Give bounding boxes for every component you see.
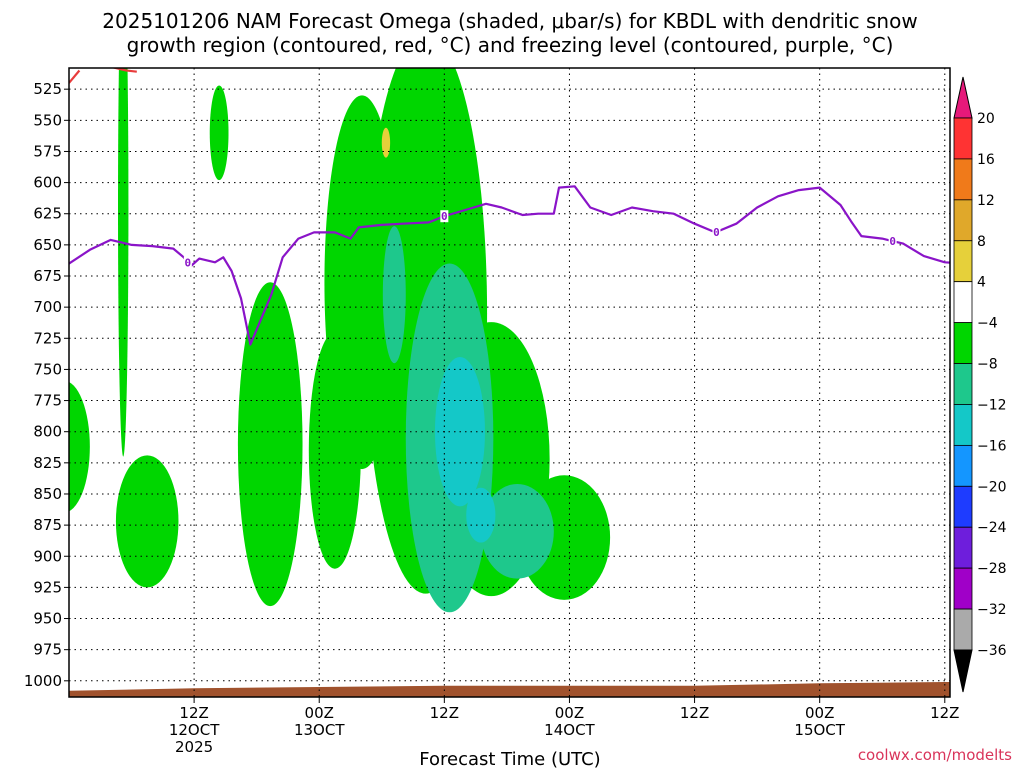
colorbar-swatch-11 — [953, 567, 973, 610]
colorbar-swatch-3 — [953, 240, 973, 283]
x-tick-label-30-1: 13OCT — [294, 721, 345, 739]
colorbar-label-7: −12 — [977, 397, 1007, 413]
freezing-level-label-bg-0 — [183, 256, 192, 269]
freezing-level-label-bg-2 — [712, 225, 721, 238]
colorbar-label-13: −36 — [977, 643, 1007, 659]
freezing-level-label-0: 0 — [185, 256, 192, 269]
y-tick-label-600: 600 — [33, 174, 62, 192]
x-tick-label-18-0: 12Z — [179, 704, 208, 722]
omega-region-2 — [115, 455, 179, 588]
x-tick-label-18-1: 12OCT — [169, 721, 220, 739]
colorbar-label-6: −8 — [977, 357, 998, 373]
y-tick-label-1000: 1000 — [24, 672, 62, 690]
x-tick-label-78-1: 15OCT — [794, 721, 845, 739]
y-tick-label-975: 975 — [33, 641, 62, 659]
y-tick-label-800: 800 — [33, 423, 62, 441]
omega-region-10 — [382, 226, 406, 364]
colorbar-bottom-arrow — [953, 649, 973, 693]
terrain-area — [69, 681, 950, 697]
y-tick-label-950: 950 — [33, 610, 62, 628]
colorbar-swatch-2 — [953, 199, 973, 242]
freezing-level-label-bg-3 — [888, 235, 897, 248]
colorbar: 20 16 12 8 4 −4 −8 −12 −16 −20 −24 −28 −32 −36 — [953, 76, 1007, 693]
y-tick-label-700: 700 — [33, 298, 62, 316]
x-tick-label-54-1: 14OCT — [544, 721, 595, 739]
colorbar-swatch-5 — [953, 322, 973, 364]
x-tick-label-42-0: 12Z — [430, 704, 459, 722]
y-tick-label-650: 650 — [33, 236, 62, 254]
freezing-level-line — [69, 185, 950, 346]
omega-region-1 — [118, 68, 129, 457]
colorbar-top-arrow — [953, 76, 973, 119]
x-tick-label-90-0: 12Z — [930, 704, 959, 722]
colorbar-label-10: −24 — [977, 520, 1007, 536]
snow-growth-line-0 — [69, 69, 81, 84]
y-tick-label-775: 775 — [33, 392, 62, 410]
colorbar-label-11: −28 — [977, 561, 1007, 577]
y-tick-label-900: 900 — [33, 547, 62, 565]
colorbar-swatch-1 — [953, 158, 973, 201]
credit-link[interactable]: coolwx.com/modelts — [858, 746, 1012, 764]
colorbar-label-0: 20 — [977, 111, 995, 127]
colorbar-label-5: −4 — [977, 316, 998, 332]
plot-frame — [68, 67, 951, 698]
colorbar-label-4: 4 — [977, 275, 986, 291]
snow-growth-line-2 — [987, 63, 1024, 112]
y-tick-label-850: 850 — [33, 485, 62, 503]
colorbar-swatch-0 — [953, 117, 973, 160]
colorbar-swatch-4 — [953, 281, 973, 324]
colorbar-label-12: −32 — [977, 602, 1007, 618]
freezing-level-label-bg-1 — [440, 210, 449, 223]
y-tick-label-575: 575 — [33, 142, 62, 160]
omega-region-16 — [381, 127, 391, 158]
omega-region-3 — [209, 85, 229, 181]
terrain-layer — [69, 681, 950, 697]
x-tick-label-66-0: 12Z — [680, 704, 709, 722]
contour-layer: 0 0 0 0 — [69, 63, 1024, 346]
colorbar-swatch-8 — [953, 444, 973, 487]
y-tick-label-825: 825 — [33, 454, 62, 472]
omega-region-4 — [237, 282, 303, 607]
colorbar-swatch-9 — [953, 485, 973, 528]
omega-region-12 — [480, 484, 554, 579]
chart-title-line-2: growth region (contoured, red, °C) and f… — [127, 33, 894, 57]
colorbar-swatch-7 — [953, 404, 973, 446]
omega-region-14 — [466, 487, 496, 543]
grid-layer — [69, 68, 950, 697]
omega-region-0 — [69, 381, 90, 512]
x-axis-label: Forecast Time (UTC) — [419, 749, 600, 768]
colorbar-label-9: −20 — [977, 479, 1007, 495]
y-tick-label-725: 725 — [33, 329, 62, 347]
y-tick-label-625: 625 — [33, 205, 62, 223]
y-tick-label-925: 925 — [33, 578, 62, 596]
y-tick-label-550: 550 — [33, 111, 62, 129]
y-tick-label-675: 675 — [33, 267, 62, 285]
y-tick-label-750: 750 — [33, 360, 62, 378]
freezing-level-label-1: 0 — [441, 210, 448, 223]
freezing-level-label-3: 0 — [889, 235, 896, 248]
y-tick-label-525: 525 — [33, 80, 62, 98]
x-tick-label-18-2: 2025 — [175, 738, 213, 756]
colorbar-swatch-10 — [953, 526, 973, 569]
colorbar-label-3: 8 — [977, 234, 986, 250]
colorbar-swatch-12 — [953, 608, 973, 651]
x-tick-label-54-0: 00Z — [555, 704, 584, 722]
y-tick-label-875: 875 — [33, 516, 62, 534]
chart-title-line-1: 2025101206 NAM Forecast Omega (shaded, μ… — [102, 9, 917, 33]
freezing-level-label-2: 0 — [713, 226, 720, 239]
x-tick-label-78-0: 00Z — [805, 704, 834, 722]
y-axis-ticks: 525 550 575 600 625 650 675 700 725 750 775 800 825 8… — [24, 80, 69, 690]
colorbar-label-8: −16 — [977, 438, 1007, 454]
colorbar-label-1: 16 — [977, 152, 995, 168]
colorbar-label-2: 12 — [977, 193, 995, 209]
colorbar-swatch-6 — [953, 363, 973, 405]
x-tick-label-30-0: 00Z — [305, 704, 334, 722]
